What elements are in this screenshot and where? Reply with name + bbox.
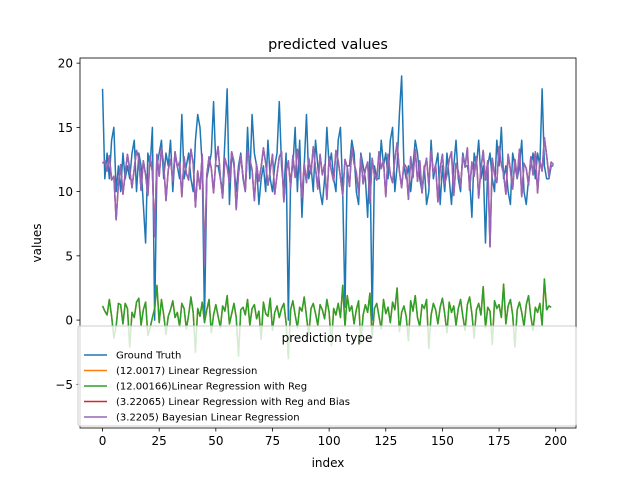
y-tick-label-4: 15 [58,121,73,135]
legend-label-2: (12.00166)Linear Regression with Reg [116,382,307,393]
x-axis-label: index [312,456,345,470]
x-tick-label-0: 0 [99,434,107,448]
legend-label-3: (3.22065) Linear Regression with Reg and… [116,397,350,408]
axes-frame [79,57,577,429]
legend: prediction type Ground Truth (12.0017) Li… [77,325,577,427]
chart-title: predicted values [268,37,388,53]
series-line-0 [101,75,554,321]
y-tick-label-5: 20 [58,57,73,71]
x-tick-label-4: 100 [318,434,341,448]
legend-label-1: (12.0017) Linear Regression [116,366,257,377]
x-tick-label-8: 200 [544,434,567,448]
legend-box [77,325,577,427]
series-line-4 [101,136,555,265]
legend-label-4: (3.2205) Bayesian Linear Regression [116,413,300,424]
x-tick-label-7: 175 [488,434,511,448]
x-tick-label-3: 75 [265,434,280,448]
y-axis-label: values [30,223,44,262]
x-tick-label-2: 50 [208,434,223,448]
x-tick-label-1: 25 [152,434,167,448]
series-layer [101,75,555,360]
y-tick-label-3: 10 [58,185,73,199]
legend-entries: Ground Truth (12.0017) Linear Regression (… [84,351,350,424]
legend-label-0: Ground Truth [116,351,181,362]
y-tick-label-0: −5 [55,378,73,392]
series-line-2 [101,278,552,360]
y-tick-label-2: 5 [65,249,73,263]
y-tick-label-1: 0 [65,314,73,328]
x-tick-label-6: 150 [431,434,454,448]
plot-area [101,75,555,360]
legend-title: prediction type [282,331,373,345]
x-tick-label-5: 125 [374,434,397,448]
axes: 0 25 50 75 100 125 150 175 200 −5 0 5 10 15 20 [55,57,577,448]
